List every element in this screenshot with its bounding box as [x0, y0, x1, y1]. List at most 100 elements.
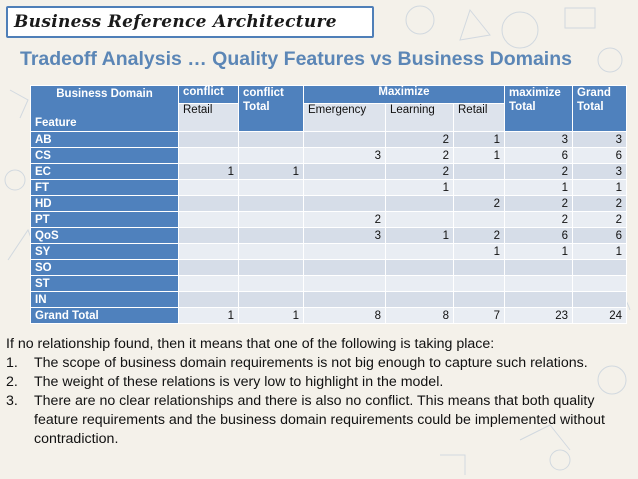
corner-top-label: Business Domain	[56, 88, 153, 100]
table-cell: 3	[303, 227, 386, 244]
maximize-total-header: maximize Total	[504, 85, 573, 132]
table-cell	[453, 179, 505, 196]
table-cell: 1	[504, 179, 573, 196]
table-cell: 3	[572, 163, 627, 180]
reason-number: 3.	[6, 393, 18, 409]
table-cell: 6	[572, 147, 627, 164]
row-feature-label: Grand Total	[30, 307, 179, 324]
table-cell	[238, 131, 304, 148]
slide-subtitle: Tradeoff Analysis … Quality Features vs …	[20, 48, 572, 70]
table-cell: 8	[385, 307, 454, 324]
table-cell: 1	[504, 243, 573, 260]
table-cell	[303, 243, 386, 260]
table-cell	[385, 275, 454, 292]
row-feature-label: SY	[30, 243, 179, 260]
row-feature-label: HD	[30, 195, 179, 212]
table-cell: 6	[504, 227, 573, 244]
table-cell: 2	[453, 227, 505, 244]
table-cell	[453, 211, 505, 228]
row-feature-label: EC	[30, 163, 179, 180]
table-cell	[453, 163, 505, 180]
corner-header: Business Domain Feature	[30, 85, 179, 132]
row-feature-label: QoS	[30, 227, 179, 244]
table-cell	[303, 259, 386, 276]
table-cell: 7	[453, 307, 505, 324]
row-feature-label: AB	[30, 131, 179, 148]
table-cell	[385, 211, 454, 228]
table-cell	[178, 147, 239, 164]
table-cell	[178, 243, 239, 260]
reason-text: The scope of business domain requirement…	[34, 355, 588, 371]
table-cell	[385, 259, 454, 276]
table-cell	[572, 259, 627, 276]
table-cell: 1	[453, 131, 505, 148]
maximize-emergency-header: Emergency	[303, 103, 386, 132]
table-cell: 1	[238, 163, 304, 180]
table-cell	[453, 275, 505, 292]
tradeoff-table: Business Domain Feature conflict conflic…	[30, 85, 627, 324]
table-cell	[453, 259, 505, 276]
reason-text: There are no clear relationships and the…	[34, 393, 605, 447]
table-cell: 3	[504, 131, 573, 148]
banner-title: Business Reference Architecture	[14, 12, 337, 32]
table-cell	[238, 227, 304, 244]
table-row: HD 2 2 2	[30, 195, 627, 212]
table-cell	[504, 275, 573, 292]
corner-bottom-label: Feature	[35, 117, 77, 129]
table-cell	[238, 179, 304, 196]
table-row: SO	[30, 259, 627, 276]
table-row: CS 3 2 1 6 6	[30, 147, 627, 164]
table-cell	[238, 147, 304, 164]
table-cell	[303, 275, 386, 292]
table-cell: 2	[385, 131, 454, 148]
table-cell: 6	[504, 147, 573, 164]
table-cell: 24	[572, 307, 627, 324]
table-cell: 2	[572, 195, 627, 212]
table-cell: 1	[572, 179, 627, 196]
table-cell: 6	[572, 227, 627, 244]
table-cell: 2	[572, 211, 627, 228]
table-cell: 1	[385, 227, 454, 244]
table-cell	[504, 291, 573, 308]
reason-number: 1.	[6, 355, 18, 371]
row-feature-label: SO	[30, 259, 179, 276]
table-cell	[178, 195, 239, 212]
table-cell	[238, 259, 304, 276]
table-cell	[385, 291, 454, 308]
table-cell	[504, 259, 573, 276]
explanation-text: If no relationship found, then it means …	[6, 335, 632, 449]
table-cell: 1	[572, 243, 627, 260]
table-cell: 2	[303, 211, 386, 228]
maximize-header: Maximize	[303, 85, 505, 104]
table-row: ST	[30, 275, 627, 292]
table-cell	[572, 275, 627, 292]
table-cell: 2	[385, 163, 454, 180]
row-feature-label: FT	[30, 179, 179, 196]
table-cell	[303, 179, 386, 196]
table-cell	[178, 179, 239, 196]
table-cell	[303, 131, 386, 148]
table-cell: 2	[504, 163, 573, 180]
table-row: QoS 3 1 2 6 6	[30, 227, 627, 244]
table-cell: 2	[453, 195, 505, 212]
reason-number: 2.	[6, 374, 18, 390]
table-cell	[178, 211, 239, 228]
reason-item: 3. There are no clear relationships and t…	[6, 392, 632, 449]
table-cell: 3	[303, 147, 386, 164]
table-cell	[238, 291, 304, 308]
table-cell	[178, 291, 239, 308]
row-feature-label: PT	[30, 211, 179, 228]
slide-banner: Business Reference Architecture	[6, 6, 374, 38]
intro-text: If no relationship found, then it means …	[6, 336, 495, 352]
table-cell	[238, 195, 304, 212]
table-cell	[303, 163, 386, 180]
table-cell	[178, 275, 239, 292]
table-cell	[178, 227, 239, 244]
table-cell	[178, 131, 239, 148]
maximize-learning-header: Learning	[385, 103, 454, 132]
table-cell: 1	[178, 163, 239, 180]
table-cell	[303, 291, 386, 308]
table-cell	[238, 275, 304, 292]
table-cell	[385, 243, 454, 260]
